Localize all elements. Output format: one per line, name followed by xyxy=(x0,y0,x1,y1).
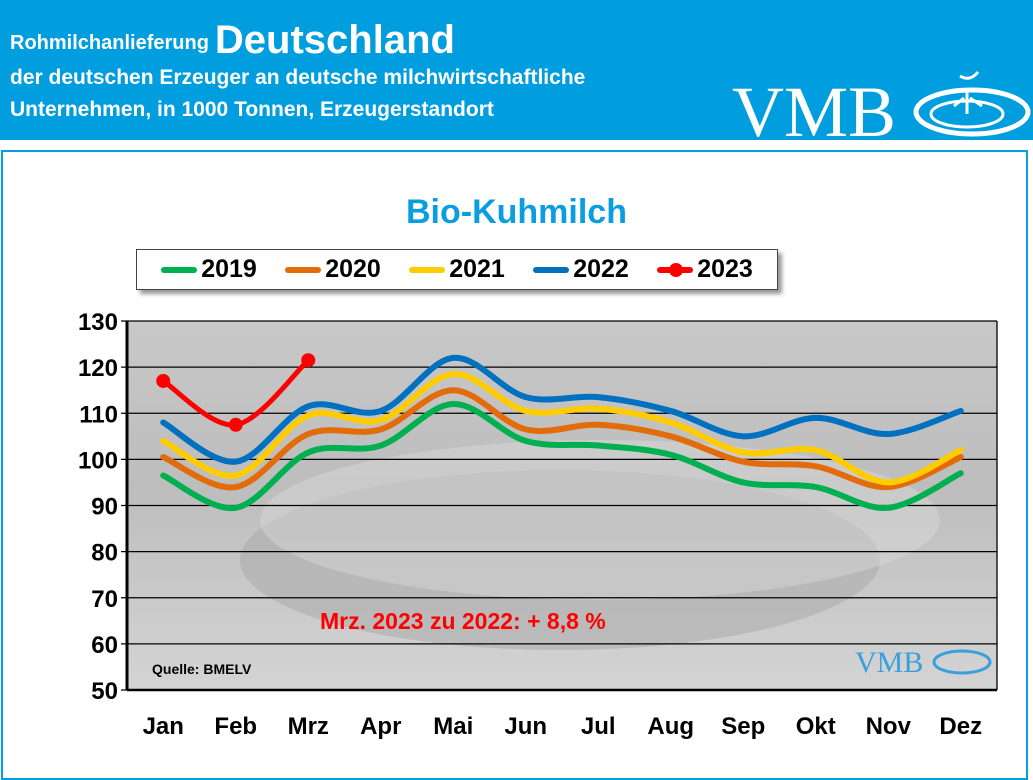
svg-text:VMB: VMB xyxy=(855,646,923,679)
y-tick-label: 130 xyxy=(78,309,118,336)
legend-label: 2019 xyxy=(201,255,257,283)
x-tick-label: Mrz xyxy=(288,713,329,740)
legend-swatch xyxy=(161,266,198,273)
chart-title: Bio-Kuhmilch xyxy=(406,193,627,231)
series-line-2020 xyxy=(160,387,964,491)
y-tick-label: 50 xyxy=(91,678,118,705)
vmb-watermark: VMB xyxy=(855,646,992,679)
y-tick-label: 90 xyxy=(91,494,118,521)
header-line1: Rohmilchanlieferung Deutschland xyxy=(10,18,455,62)
x-tick-label: Sep xyxy=(721,713,765,740)
series-line-2019 xyxy=(160,401,964,511)
x-tick-label: Nov xyxy=(866,713,912,740)
legend-label: 2023 xyxy=(697,255,753,283)
vmb-logo: VMB xyxy=(732,71,1031,140)
y-tick-label: 120 xyxy=(78,355,118,382)
x-tick-label: Jan xyxy=(143,713,184,740)
y-tick-label: 80 xyxy=(91,540,118,567)
x-tick-label: Apr xyxy=(360,713,401,740)
legend-swatch xyxy=(285,266,322,273)
header-line2: der deutschen Erzeuger an deutsche milch… xyxy=(10,66,586,89)
x-tick-label: Jul xyxy=(581,713,616,740)
svg-text:VMB: VMB xyxy=(732,72,896,140)
annotation: Mrz. 2023 zu 2022: + 8,8 % xyxy=(320,608,606,634)
legend: 2019 2020 2021 2022 2023 xyxy=(136,249,778,290)
data-point-2023 xyxy=(156,373,171,388)
header-banner: Rohmilchanlieferung Deutschland der deuts… xyxy=(0,0,1033,140)
header-line3: Unternehmen, in 1000 Tonnen, Erzeugersta… xyxy=(10,98,494,121)
x-tick-label: Okt xyxy=(796,713,836,740)
legend-item-2021: 2021 xyxy=(409,255,505,284)
legend-item-2020: 2020 xyxy=(285,255,381,284)
x-tick-label: Dez xyxy=(939,713,982,740)
legend-swatch xyxy=(657,262,694,277)
x-tick-label: Aug xyxy=(647,713,694,740)
x-tick-label: Mai xyxy=(433,713,473,740)
legend-swatch xyxy=(409,266,446,273)
y-tick-label: 100 xyxy=(78,447,118,474)
x-tick-label: Feb xyxy=(214,713,257,740)
source-label: Quelle: BMELV xyxy=(152,661,252,677)
data-point-2023 xyxy=(301,353,316,368)
y-tick-label: 110 xyxy=(79,401,118,428)
y-tick-label: 70 xyxy=(91,586,118,613)
series-line-2022 xyxy=(160,354,964,465)
data-point-2023 xyxy=(228,417,243,432)
y-tick-label: 60 xyxy=(91,632,118,659)
legend-item-2022: 2022 xyxy=(533,255,629,284)
legend-item-2023: 2023 xyxy=(657,255,753,284)
x-tick-label: Jun xyxy=(504,713,547,740)
legend-swatch xyxy=(533,266,570,273)
legend-label: 2021 xyxy=(449,255,505,283)
legend-label: 2020 xyxy=(325,255,381,283)
legend-label: 2022 xyxy=(573,255,629,283)
legend-item-2019: 2019 xyxy=(161,255,257,284)
series-line-2021 xyxy=(160,371,964,486)
